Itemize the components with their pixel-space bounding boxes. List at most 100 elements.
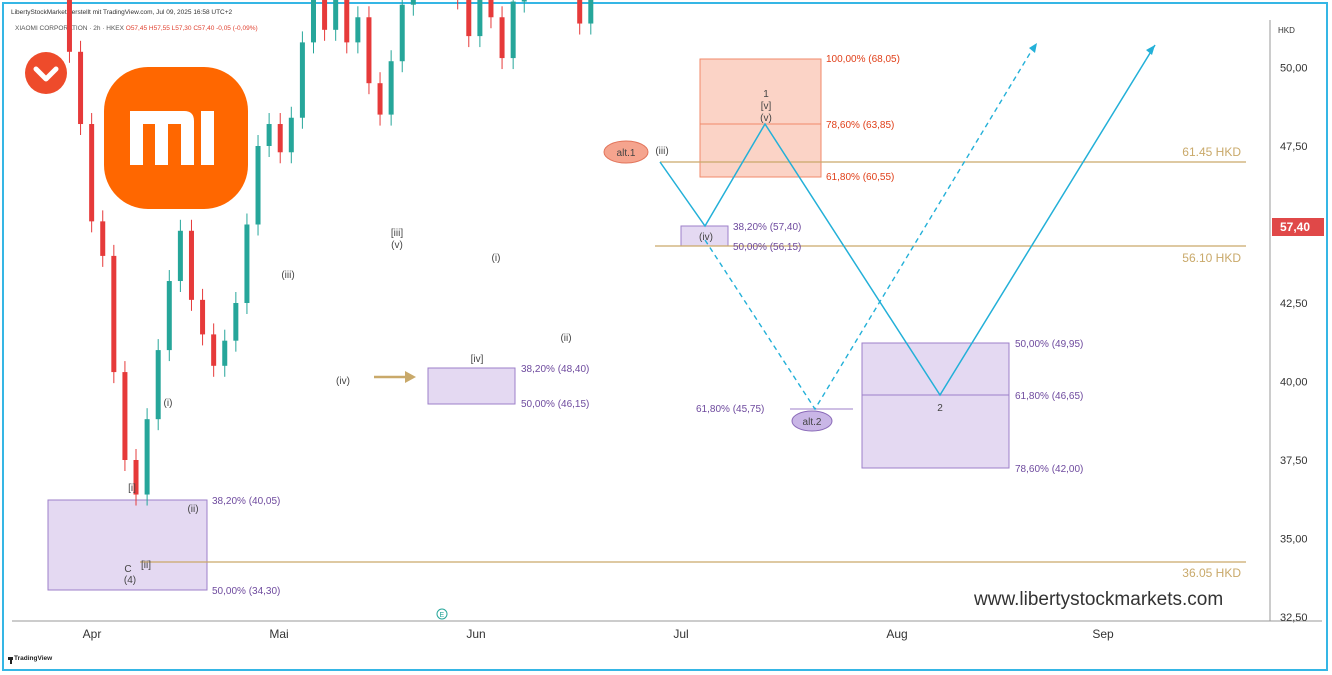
support-level-label: 56.10 HKD xyxy=(1182,251,1241,265)
y-tick-label: 47,50 xyxy=(1280,141,1308,153)
candle-body xyxy=(344,0,350,43)
fib-level-label: 50,00% (46,15) xyxy=(521,399,589,410)
candle-body xyxy=(322,0,328,30)
candle-body xyxy=(399,4,405,62)
candle-body xyxy=(144,419,150,495)
wave-label: 2 xyxy=(937,403,943,414)
projection-arrowhead xyxy=(1029,43,1037,53)
fib-level-label: 50,00% (49,95) xyxy=(1015,339,1083,350)
support-level-label: 61.45 HKD xyxy=(1182,145,1241,159)
axis-currency-label: HKD xyxy=(1278,26,1295,35)
wave-label: (v) xyxy=(391,240,403,251)
wave-label: [iv] xyxy=(471,354,484,365)
candle-body xyxy=(233,303,239,341)
candle-body xyxy=(66,0,72,52)
y-tick-label: 42,50 xyxy=(1280,298,1308,310)
wave-label: (4) xyxy=(124,575,136,586)
fib-level-label: 38,20% (48,40) xyxy=(521,364,589,375)
candlestick-series xyxy=(66,0,594,506)
candle-body xyxy=(377,83,383,115)
wave-label: [v] xyxy=(761,101,772,112)
alt-wave-projection xyxy=(704,44,1036,411)
candle-body xyxy=(133,460,139,495)
candle-body xyxy=(111,255,117,373)
wave-label: (ii) xyxy=(187,504,198,515)
website-watermark: www.libertystockmarkets.com xyxy=(974,589,1224,610)
tradingview-logo-icon xyxy=(8,657,13,664)
candle-body xyxy=(366,17,372,84)
fib-level-label: 78,60% (63,85) xyxy=(826,120,894,131)
candle-body xyxy=(521,0,527,2)
wave-label: [i] xyxy=(128,483,136,494)
chevron-down-icon[interactable] xyxy=(25,52,67,94)
wave-label: (ii) xyxy=(560,333,571,344)
wave-label: (i) xyxy=(164,398,173,409)
chart-header-info: LibertyStockMarkets erstellt mit Trading… xyxy=(11,9,233,16)
wave-label: (iv) xyxy=(699,232,713,243)
fib-zone-box xyxy=(861,342,1010,469)
candle-body xyxy=(211,334,217,366)
candle-body xyxy=(100,221,106,256)
fib-zone-box xyxy=(427,367,516,405)
wave-label: [ii] xyxy=(141,560,151,571)
candle-body xyxy=(310,0,316,43)
wave-label: [iii] xyxy=(391,228,403,239)
candle-body xyxy=(277,124,283,153)
candle-body xyxy=(388,61,394,115)
x-tick-label: Aug xyxy=(886,627,907,641)
candle-body xyxy=(577,0,583,24)
candle-body xyxy=(122,372,128,460)
candle-body xyxy=(155,350,161,420)
y-axis-ticks: 32,5035,0037,5040,0042,5045,0047,5050,00… xyxy=(1280,63,1308,625)
candle-body xyxy=(355,17,361,43)
y-tick-label: 40,00 xyxy=(1280,377,1308,389)
x-tick-label: Sep xyxy=(1092,627,1114,641)
fib-level-label: 100,00% (68,05) xyxy=(826,54,900,65)
y-tick-label: 37,50 xyxy=(1280,455,1308,467)
candle-body xyxy=(266,124,272,146)
candle-body xyxy=(89,124,95,222)
candle-body xyxy=(477,0,483,37)
candle-body xyxy=(288,117,294,153)
wave-label: 1 xyxy=(763,89,769,100)
fib-level-label: 50,00% (34,30) xyxy=(212,586,280,597)
candle-body xyxy=(510,1,516,59)
support-level-label: 36.05 HKD xyxy=(1182,566,1241,580)
wave-label: (i) xyxy=(492,253,501,264)
fib-level-label: 61,80% (45,75) xyxy=(696,404,764,415)
candle-body xyxy=(222,340,228,366)
last-price-value: 57,40 xyxy=(1280,220,1310,234)
candle-body xyxy=(188,230,194,300)
wave-label: alt.2 xyxy=(803,417,822,428)
wave-label: (iii) xyxy=(281,270,294,281)
candle-body xyxy=(177,230,183,282)
annotation-labels: 100,00% (68,05) 78,60% (63,85) 61,80% (60,… xyxy=(124,54,1241,597)
candle-body xyxy=(410,0,416,5)
wave-label: (v) xyxy=(760,113,772,124)
x-tick-label: Jun xyxy=(466,627,485,641)
candle-body xyxy=(299,42,305,118)
earnings-marker-icon[interactable]: E xyxy=(436,608,448,620)
fib-zone-box xyxy=(47,499,208,591)
candle-body xyxy=(78,51,84,125)
y-tick-label: 50,00 xyxy=(1280,63,1308,75)
y-tick-label: 32,50 xyxy=(1280,612,1308,624)
main-wave-projection xyxy=(659,44,1156,397)
candle-body xyxy=(499,17,505,59)
x-tick-label: Apr xyxy=(83,627,102,641)
x-tick-label: Mai xyxy=(269,627,288,641)
x-axis-ticks: Apr Mai Jun Jul Aug Sep xyxy=(83,627,1114,641)
candle-body xyxy=(244,224,250,303)
fib-level-label: 61,80% (46,65) xyxy=(1015,391,1083,402)
last-price-tag xyxy=(1272,218,1324,236)
fib-level-label: 38,20% (57,40) xyxy=(733,222,801,233)
wave-label: C xyxy=(124,564,131,575)
target-zone-box xyxy=(699,58,822,178)
fib-level-label: 38,20% (40,05) xyxy=(212,496,280,507)
candle-body xyxy=(166,281,172,351)
wave-label: (iv) xyxy=(336,376,350,387)
fib-level-label: 61,80% (60,55) xyxy=(826,172,894,183)
ohlc-values: O57,45 H57,55 L57,30 C57,40 -0,05 (-0,09… xyxy=(125,25,258,32)
svg-text:E: E xyxy=(440,612,445,619)
